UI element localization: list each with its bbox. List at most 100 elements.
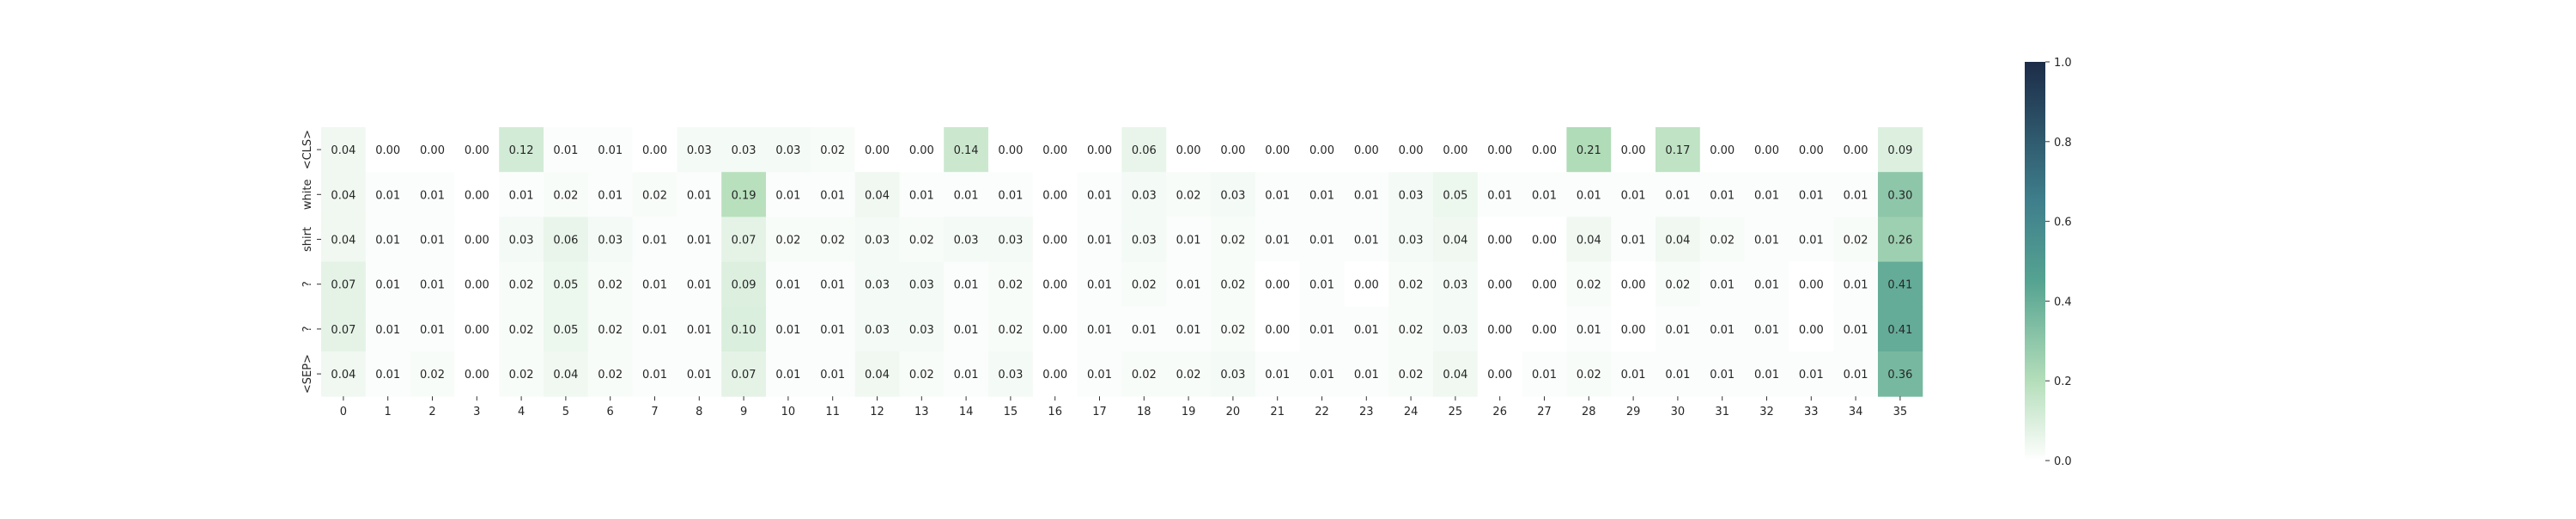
y-tick-label: <SEP> <box>301 354 314 394</box>
x-tick-label: 4 <box>518 406 525 418</box>
heatmap-cell <box>587 217 634 263</box>
heatmap-cell <box>677 351 722 397</box>
cell-value-label: 0.01 <box>1087 279 1112 292</box>
cell-value-label: 0.01 <box>1754 324 1779 337</box>
heatmap-cell <box>1566 127 1612 173</box>
heatmap-cell <box>1744 172 1789 217</box>
heatmap-cell <box>677 217 722 263</box>
cell-value-label: 0.01 <box>954 369 979 382</box>
heatmap-cell <box>677 127 722 173</box>
cell-value-label: 0.01 <box>1309 324 1334 337</box>
cell-value-label: 0.04 <box>1577 235 1601 247</box>
cell-value-label: 0.00 <box>1799 324 1824 337</box>
heatmap-cell <box>1211 127 1256 173</box>
cell-value-label: 0.02 <box>1399 369 1424 382</box>
cell-value-label: 0.01 <box>375 369 400 382</box>
heatmap-cell <box>1477 261 1523 308</box>
cell-value-label: 0.00 <box>1354 144 1379 157</box>
cell-value-label: 0.00 <box>1042 279 1067 292</box>
cell-value-label: 0.02 <box>820 144 845 157</box>
heatmap-cell <box>321 172 367 217</box>
cell-value-label: 0.02 <box>1844 235 1868 247</box>
cell-value-label: 0.01 <box>1176 235 1201 247</box>
x-tick-label: 0 <box>340 406 347 418</box>
heatmap-cell <box>410 351 455 397</box>
cell-value-label: 0.07 <box>331 324 355 337</box>
cell-value-label: 0.00 <box>465 324 489 337</box>
x-tick-label: 11 <box>825 406 840 418</box>
heatmap-cell <box>365 127 411 173</box>
heatmap-cell <box>1032 217 1078 263</box>
heatmap-cell <box>1878 351 1923 397</box>
cell-value-label: 0.03 <box>1399 189 1424 202</box>
heatmap-cell <box>454 127 500 173</box>
heatmap-cell <box>1566 217 1612 263</box>
cell-value-label: 0.21 <box>1577 144 1601 157</box>
heatmap-cell <box>632 172 677 217</box>
cell-value-label: 0.01 <box>420 324 445 337</box>
heatmap-cell <box>1833 351 1879 397</box>
cell-value-label: 0.04 <box>553 369 578 382</box>
heatmap-cell <box>1566 261 1612 308</box>
cell-value-label: 0.01 <box>998 189 1023 202</box>
heatmap-cell <box>1032 172 1078 217</box>
cell-value-label: 0.04 <box>331 235 355 247</box>
cell-value-label: 0.01 <box>1710 279 1735 292</box>
cell-value-label: 0.02 <box>1577 279 1601 292</box>
heatmap-cell <box>1388 351 1434 397</box>
x-tick-label: 29 <box>1626 406 1641 418</box>
heatmap-cell <box>1032 351 1078 397</box>
heatmap-cell <box>1166 306 1212 352</box>
heatmap-cell <box>1255 306 1301 352</box>
heatmap-cell <box>1744 217 1789 263</box>
cell-value-label: 0.41 <box>1887 279 1912 292</box>
heatmap-cell <box>632 261 677 308</box>
heatmap-cell <box>1344 217 1389 263</box>
cell-value-label: 0.00 <box>909 144 934 157</box>
heatmap-cell <box>1211 261 1256 308</box>
heatmap-cell <box>721 351 767 397</box>
cell-value-label: 0.03 <box>1220 369 1245 382</box>
cell-value-label: 0.00 <box>1487 324 1512 337</box>
heatmap-cell <box>721 217 767 263</box>
cell-value-label: 0.04 <box>1665 235 1690 247</box>
y-tick-label: ? <box>301 326 314 332</box>
x-tick-label: 17 <box>1092 406 1107 418</box>
cell-value-label: 0.00 <box>1265 324 1290 337</box>
heatmap-cell <box>1744 306 1789 352</box>
cell-value-label: 0.02 <box>1399 279 1424 292</box>
cell-value-label: 0.01 <box>1621 369 1646 382</box>
y-axis: <CLS> white shirt?? <SEP> <box>301 130 321 394</box>
cell-value-label: 0.01 <box>1710 369 1735 382</box>
cell-value-label: 0.12 <box>509 144 534 157</box>
heatmap-cell <box>1299 172 1345 217</box>
x-tick-label: 1 <box>385 406 392 418</box>
cell-value-label: 0.01 <box>775 369 800 382</box>
cell-value-label: 0.02 <box>909 235 934 247</box>
cell-value-label: 0.03 <box>1220 189 1245 202</box>
heatmap-cell <box>499 261 544 308</box>
cell-value-label: 0.00 <box>1487 235 1512 247</box>
heatmap-cell <box>499 306 544 352</box>
cell-value-label: 0.04 <box>865 369 890 382</box>
cell-value-label: 0.02 <box>420 369 445 382</box>
heatmap-cell <box>1699 351 1746 397</box>
heatmap-cell <box>899 351 945 397</box>
cell-value-label: 0.00 <box>1042 324 1067 337</box>
heatmap-cell <box>1211 217 1256 263</box>
x-tick-label: 20 <box>1226 406 1241 418</box>
x-tick-label: 8 <box>696 406 702 418</box>
cell-value-label: 0.02 <box>509 324 534 337</box>
heatmap-cell <box>766 306 811 352</box>
heatmap-cell <box>677 172 722 217</box>
heatmap-cell <box>1433 172 1479 217</box>
heatmap-cell <box>944 351 989 397</box>
cell-value-label: 0.36 <box>1887 369 1912 382</box>
colorbar-tick-label: 0.8 <box>2054 137 2072 150</box>
heatmap-cell <box>1166 217 1212 263</box>
heatmap-cell <box>944 306 989 352</box>
heatmap-cell <box>544 261 589 308</box>
heatmap-cell <box>1211 306 1256 352</box>
heatmap-cell <box>499 172 544 217</box>
heatmap-cell <box>1522 172 1567 217</box>
